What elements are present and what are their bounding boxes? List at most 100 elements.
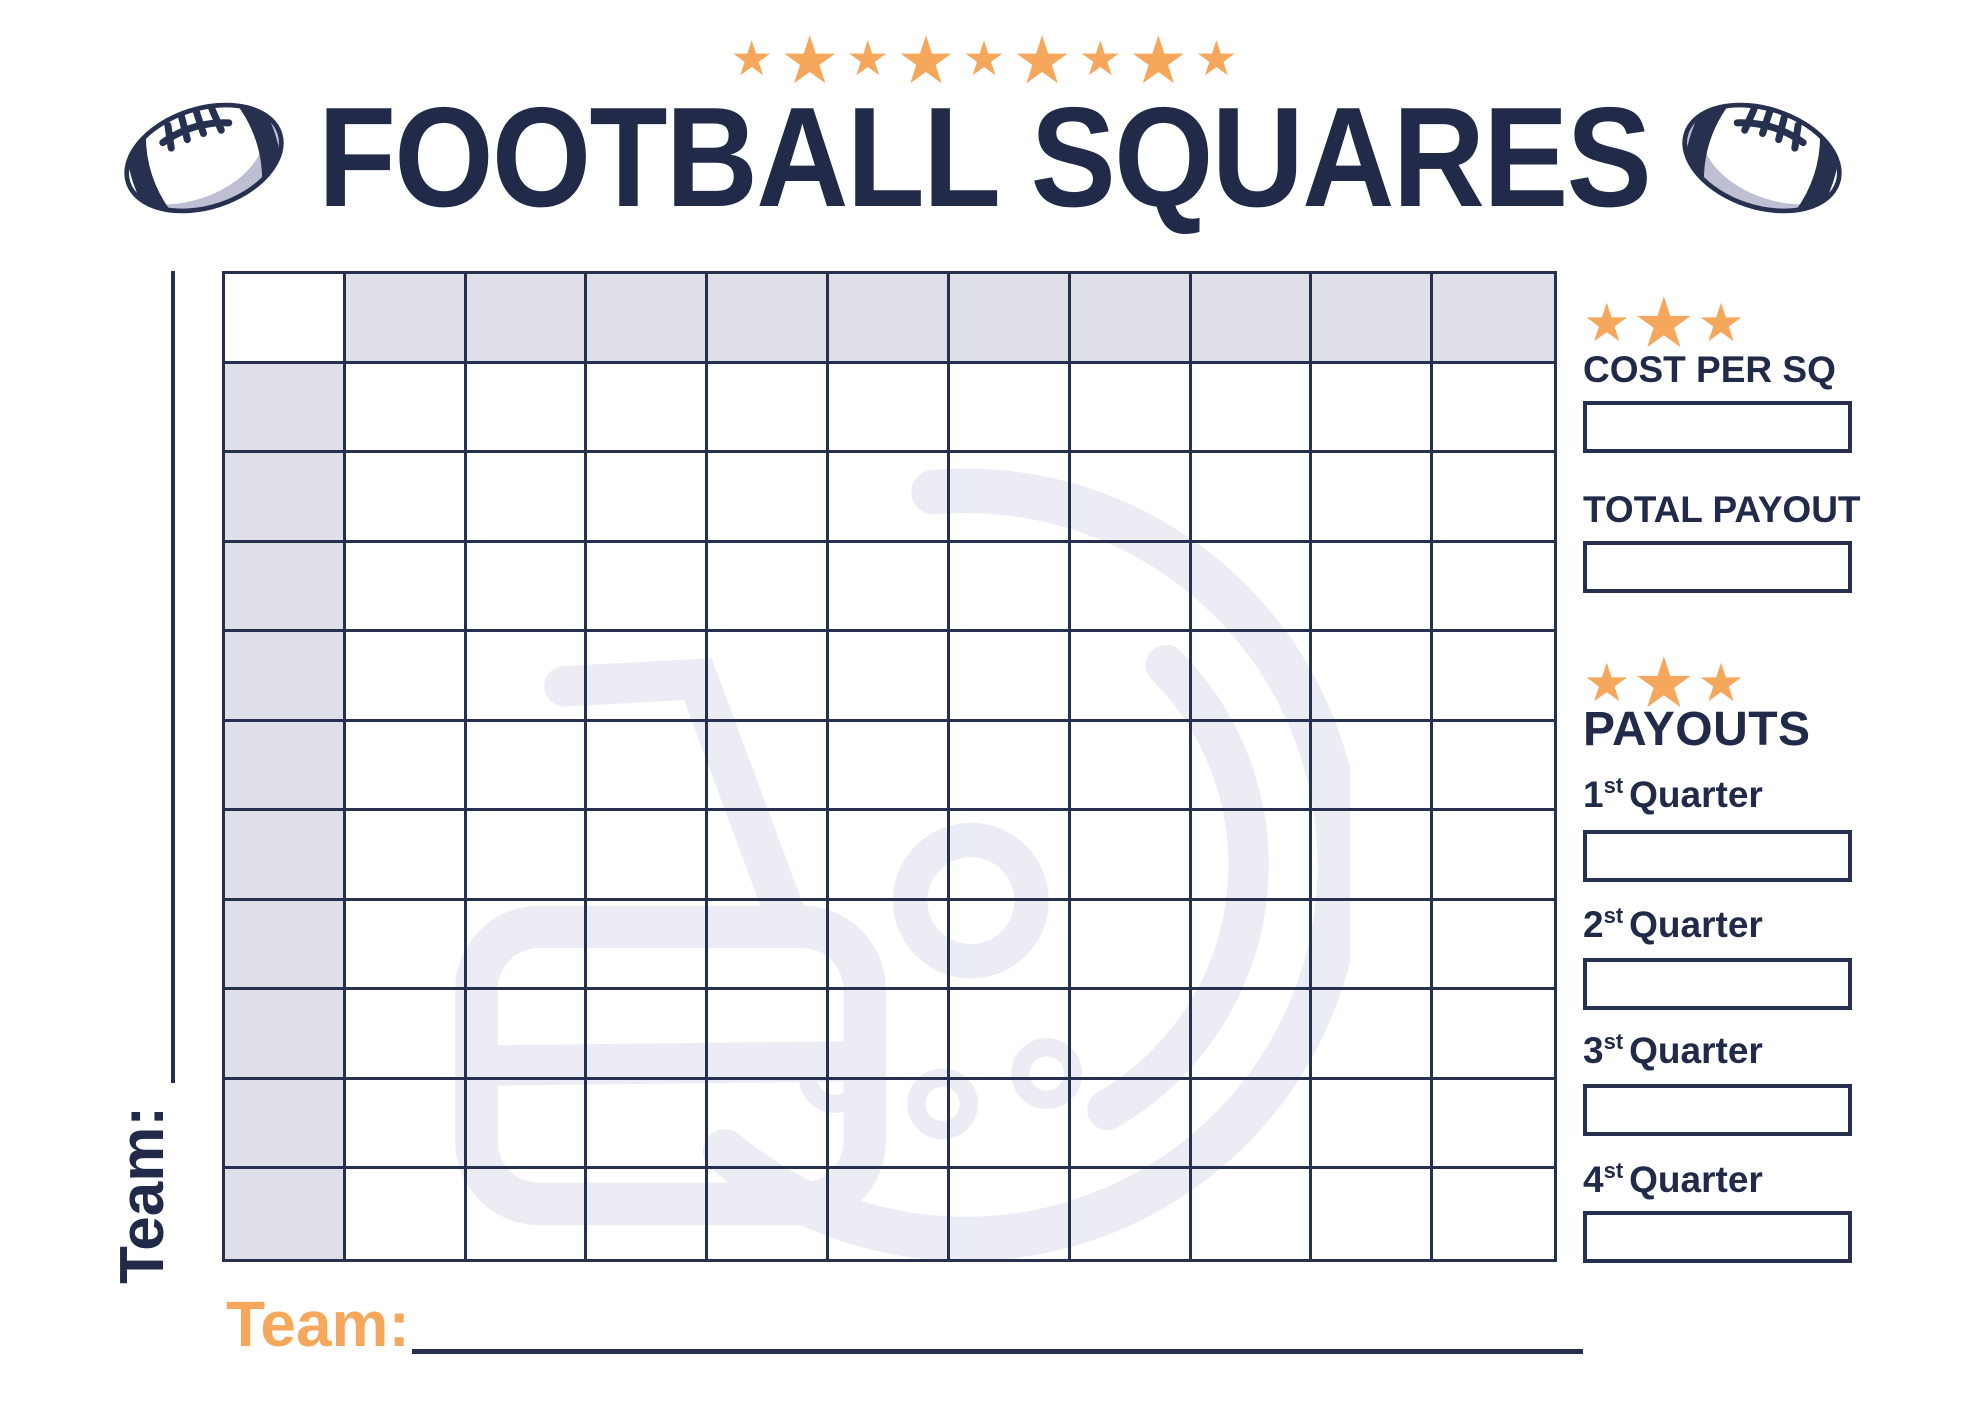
grid-cell[interactable]	[1070, 453, 1192, 543]
grid-cell[interactable]	[466, 453, 588, 543]
grid-cell[interactable]	[1433, 990, 1554, 1080]
grid-cell[interactable]	[345, 900, 467, 991]
grid-cell[interactable]	[708, 1169, 830, 1259]
grid-cell[interactable]	[829, 1169, 950, 1259]
grid-header-cell-top[interactable]	[345, 274, 467, 364]
grid-cell[interactable]	[949, 1079, 1071, 1170]
grid-cell[interactable]	[587, 721, 709, 812]
grid-cell[interactable]	[345, 1079, 467, 1170]
grid-cell[interactable]	[1070, 900, 1192, 991]
grid-cell[interactable]	[467, 1169, 588, 1259]
cost-per-sq-input[interactable]	[1583, 401, 1852, 453]
grid-cell[interactable]	[1433, 722, 1554, 812]
grid-cell[interactable]	[949, 811, 1071, 901]
grid-cell[interactable]	[466, 1079, 588, 1170]
grid-cell[interactable]	[829, 363, 950, 454]
grid-cell[interactable]	[1191, 900, 1313, 991]
grid-cell[interactable]	[466, 542, 588, 633]
grid-header-cell-left[interactable]	[225, 542, 346, 633]
grid-cell[interactable]	[1070, 811, 1192, 901]
grid-cell[interactable]	[1191, 453, 1313, 543]
grid-cell[interactable]	[1071, 1169, 1192, 1259]
grid-cell[interactable]	[949, 542, 1071, 633]
grid-header-cell-top[interactable]	[1070, 274, 1192, 364]
grid-cell[interactable]	[949, 900, 1071, 991]
grid-cell[interactable]	[829, 1079, 950, 1170]
grid-cell[interactable]	[1191, 811, 1313, 901]
grid-cell[interactable]	[1191, 363, 1313, 454]
grid-cell[interactable]	[345, 811, 467, 901]
grid-cell[interactable]	[708, 1079, 830, 1170]
grid-cell[interactable]	[1312, 900, 1434, 991]
grid-cell[interactable]	[1191, 721, 1313, 812]
grid-cell[interactable]	[1433, 364, 1554, 454]
grid-header-cell-top[interactable]	[1312, 274, 1434, 364]
grid-header-cell-left[interactable]	[225, 363, 346, 454]
grid-cell[interactable]	[708, 363, 830, 454]
team-left-line[interactable]	[171, 271, 175, 1083]
grid-cell[interactable]	[345, 990, 467, 1080]
grid-cell[interactable]	[1191, 990, 1313, 1080]
grid-cell[interactable]	[708, 900, 830, 991]
grid-cell[interactable]	[345, 542, 467, 633]
grid-cell[interactable]	[708, 721, 830, 812]
grid-cell[interactable]	[829, 542, 950, 633]
quarter-2-input[interactable]	[1583, 958, 1852, 1010]
grid-cell[interactable]	[587, 363, 709, 454]
grid-cell[interactable]	[587, 453, 709, 543]
grid-cell[interactable]	[1433, 1169, 1554, 1259]
grid-cell[interactable]	[949, 990, 1071, 1080]
grid-cell[interactable]	[829, 721, 950, 812]
grid-cell[interactable]	[587, 990, 709, 1080]
grid-cell[interactable]	[1312, 1169, 1434, 1259]
grid-cell[interactable]	[1433, 1080, 1554, 1170]
grid-header-cell-left[interactable]	[225, 900, 346, 991]
grid-cell[interactable]	[466, 990, 588, 1080]
grid-cell[interactable]	[1312, 632, 1434, 722]
grid-header-cell-top[interactable]	[1433, 274, 1554, 364]
quarter-1-input[interactable]	[1583, 830, 1852, 882]
grid-cell[interactable]	[1433, 632, 1554, 722]
grid-cell[interactable]	[1433, 453, 1554, 543]
grid-cell[interactable]	[949, 453, 1071, 543]
grid-cell[interactable]	[1433, 811, 1554, 901]
grid-cell[interactable]	[1070, 363, 1192, 454]
grid-cell[interactable]	[1070, 632, 1192, 722]
grid-cell[interactable]	[587, 542, 709, 633]
grid-header-cell-left[interactable]	[225, 453, 346, 543]
grid-cell[interactable]	[466, 632, 588, 722]
grid-cell[interactable]	[708, 542, 830, 633]
grid-cell[interactable]	[587, 811, 709, 901]
grid-cell[interactable]	[1312, 453, 1434, 543]
grid-cell[interactable]	[1433, 901, 1554, 991]
grid-cell[interactable]	[950, 1169, 1071, 1259]
grid-cell[interactable]	[466, 721, 588, 812]
grid-cell[interactable]	[949, 363, 1071, 454]
grid-cell[interactable]	[708, 990, 830, 1080]
grid-cell[interactable]	[1070, 721, 1192, 812]
grid-cell[interactable]	[345, 453, 467, 543]
grid-cell[interactable]	[949, 721, 1071, 812]
grid-cell[interactable]	[466, 363, 588, 454]
grid-cell[interactable]	[345, 632, 467, 722]
grid-cell[interactable]	[345, 363, 467, 454]
quarter-3-input[interactable]	[1583, 1084, 1852, 1136]
grid-header-cell-top[interactable]	[466, 274, 588, 364]
grid-cell[interactable]	[1191, 1079, 1313, 1170]
grid-cell[interactable]	[829, 632, 950, 722]
grid-cell[interactable]	[345, 721, 467, 812]
grid-cell[interactable]	[587, 1079, 709, 1170]
total-payout-input[interactable]	[1583, 541, 1852, 593]
grid-cell[interactable]	[949, 632, 1071, 722]
grid-header-cell-top[interactable]	[1191, 274, 1313, 364]
grid-header-cell-left[interactable]	[225, 1079, 346, 1170]
grid-cell[interactable]	[829, 453, 950, 543]
grid-cell[interactable]	[1070, 990, 1192, 1080]
grid-cell[interactable]	[466, 811, 588, 901]
grid-cell[interactable]	[708, 632, 830, 722]
grid-header-cell-top[interactable]	[829, 274, 950, 364]
grid-cell[interactable]	[587, 1169, 709, 1259]
grid-header-cell-top[interactable]	[708, 274, 830, 364]
grid-cell[interactable]	[1312, 542, 1434, 633]
team-bottom-line[interactable]	[412, 1349, 1583, 1354]
